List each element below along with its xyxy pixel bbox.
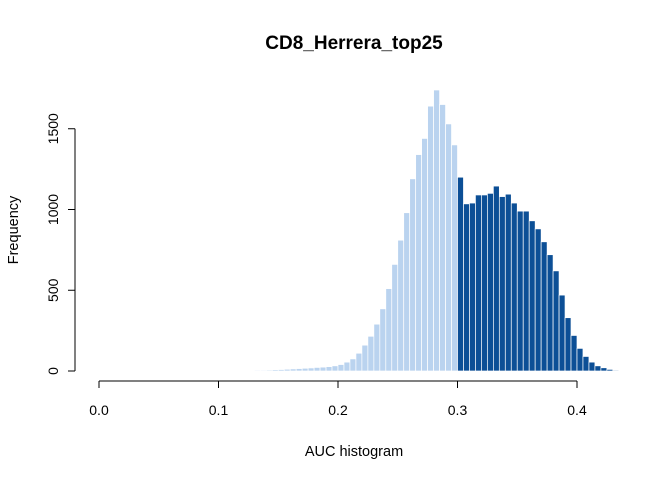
histogram-bar — [272, 370, 278, 371]
chart-title: CD8_Herrera_top25 — [265, 33, 443, 54]
histogram-bar — [589, 362, 595, 371]
histogram-bar — [553, 271, 559, 371]
histogram-bar — [577, 348, 583, 371]
x-tick-label: 0.4 — [567, 402, 587, 418]
histogram-bar — [458, 177, 464, 371]
histogram-bar — [517, 211, 523, 371]
y-tick-label: 0 — [45, 367, 61, 375]
histogram-bar — [314, 367, 320, 371]
histogram-bar — [547, 255, 553, 371]
histogram-bar — [320, 367, 326, 371]
histogram-bar — [278, 370, 284, 371]
histogram-bar — [356, 353, 362, 371]
histogram-bar — [559, 295, 565, 371]
histogram-bar — [290, 369, 296, 371]
histogram-bar — [565, 318, 571, 371]
y-tick-label: 500 — [45, 278, 61, 302]
histogram-bar — [260, 370, 266, 371]
histogram-bar — [595, 366, 601, 371]
histogram-bar — [613, 370, 619, 371]
x-axis: 0.0 0.1 0.2 0.3 0.4 — [89, 381, 587, 418]
histogram-bar — [511, 203, 517, 371]
histogram-bar — [416, 155, 422, 371]
x-tick-label: 0.2 — [328, 402, 348, 418]
histogram-bar — [469, 203, 475, 371]
x-tick-label: 0.0 — [89, 402, 109, 418]
histogram-bar — [422, 138, 428, 371]
y-axis: 0 500 1000 1500 — [45, 113, 75, 375]
x-tick-label: 0.3 — [448, 402, 468, 418]
histogram-bar — [523, 211, 529, 371]
histogram-bar — [266, 370, 272, 371]
histogram-bar — [440, 105, 446, 371]
histogram-bar — [499, 197, 505, 371]
histogram-bar — [493, 186, 499, 371]
y-tick-label: 1000 — [45, 194, 61, 225]
histogram-bar — [392, 264, 398, 371]
histogram-bar — [410, 179, 416, 371]
x-tick-label: 0.1 — [209, 402, 229, 418]
histogram-bar — [541, 242, 547, 371]
histogram-bar — [380, 309, 386, 371]
histogram-bar — [452, 145, 458, 371]
histogram-bar — [398, 240, 404, 371]
histogram-bar — [284, 369, 290, 371]
histogram-bar — [601, 368, 607, 371]
histogram-bar — [463, 204, 469, 371]
y-axis-label: Frequency — [6, 195, 22, 264]
histogram-bar — [571, 335, 577, 371]
histogram-bar — [326, 367, 332, 371]
histogram-bar — [583, 356, 589, 371]
histogram-bars — [224, 90, 624, 371]
histogram-bar — [308, 368, 314, 371]
histogram-bar — [302, 368, 308, 371]
histogram-bar — [368, 336, 374, 371]
y-tick-label: 1500 — [45, 113, 61, 144]
histogram-bar — [362, 345, 368, 371]
histogram-bar — [446, 124, 452, 371]
histogram-bar — [350, 359, 356, 371]
histogram-bar — [434, 90, 440, 371]
histogram-bar — [529, 221, 535, 371]
histogram-bar — [338, 365, 344, 371]
histogram-bar — [296, 369, 302, 371]
histogram-bar — [607, 369, 613, 371]
histogram-bar — [332, 366, 338, 371]
histogram-bar — [248, 370, 254, 371]
histogram-bar — [386, 289, 392, 371]
histogram-bar — [487, 193, 493, 371]
histogram-bar — [535, 229, 541, 371]
histogram-bar — [481, 195, 487, 371]
histogram-bar — [254, 370, 260, 371]
histogram-bar — [475, 195, 481, 371]
histogram-bar — [505, 194, 511, 371]
x-axis-label: AUC histogram — [305, 444, 403, 460]
histogram-bar — [404, 213, 410, 371]
histogram-bar — [374, 324, 380, 371]
histogram-bar — [344, 362, 350, 371]
histogram-bar — [428, 106, 434, 371]
